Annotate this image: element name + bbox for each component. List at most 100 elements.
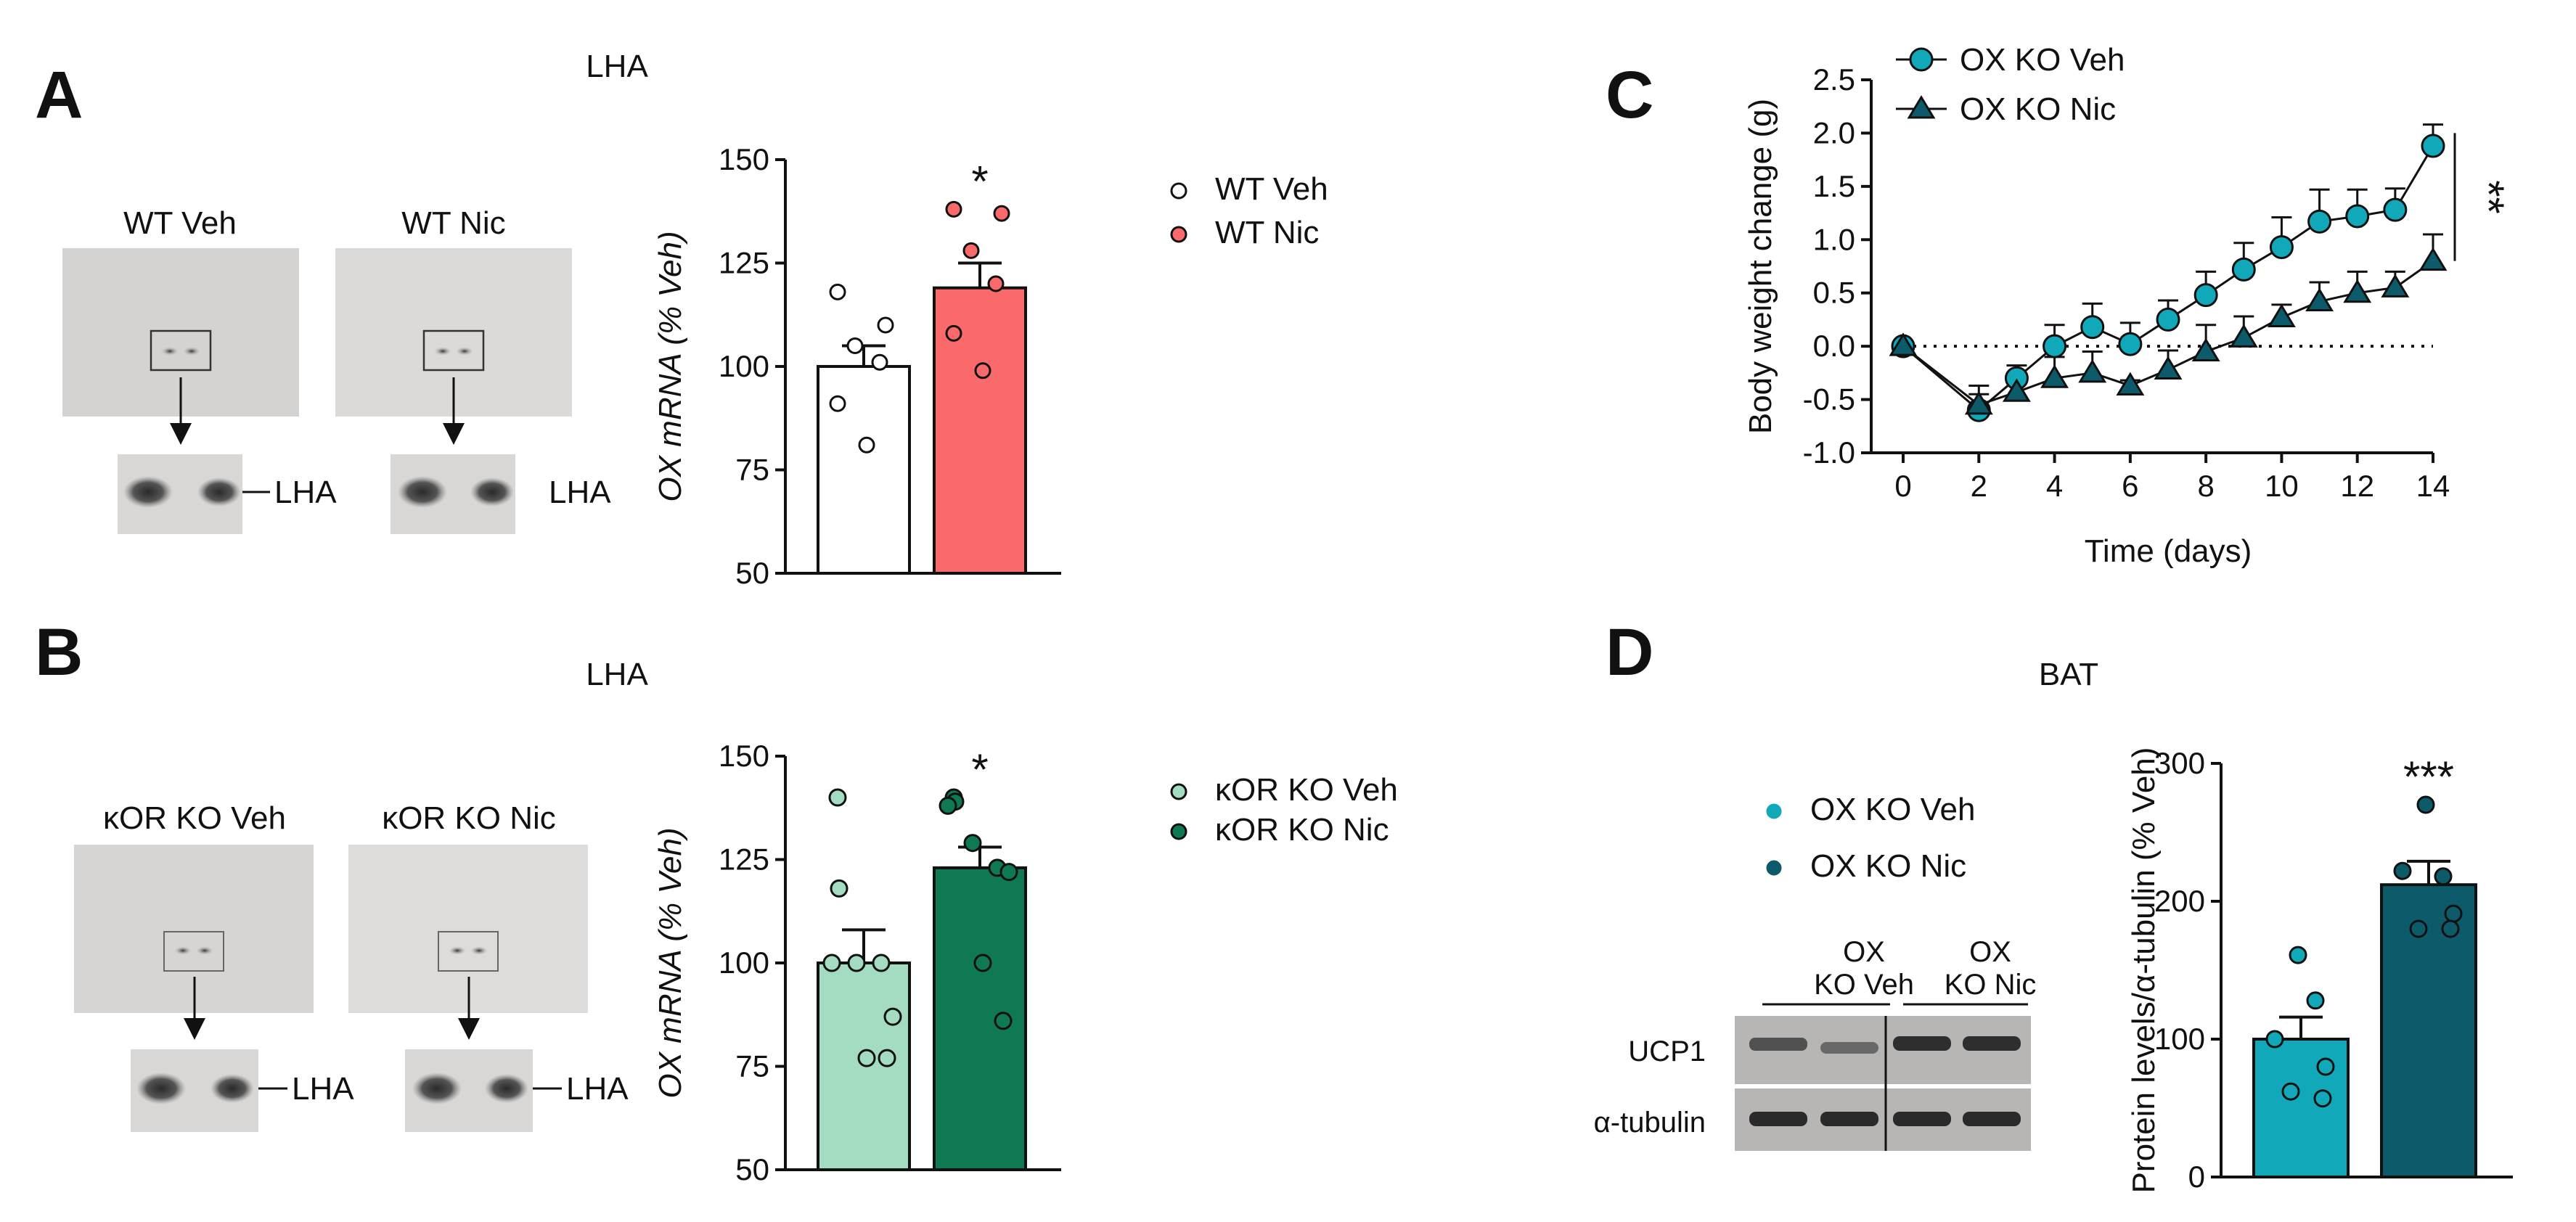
chart-b-point: [939, 796, 957, 815]
chart-b-point: [999, 863, 1018, 882]
chart-c-point-nic: [1964, 390, 1993, 415]
chart-c-point-nic: [1889, 332, 1918, 356]
chart-c-point-veh: [2383, 197, 2408, 222]
chart-b-point: [828, 788, 847, 807]
chart-c-xtick-label: 2: [1971, 469, 1987, 503]
chart-a-ytick-label: 50: [735, 556, 769, 590]
chart-c-point-nic: [2154, 356, 2183, 380]
chart-c-point-veh: [2345, 204, 2370, 229]
chart-a-legend-label: WT Veh: [1215, 171, 1328, 207]
chart-a-point: [962, 242, 980, 259]
chart-a-point: [877, 316, 894, 334]
chart-c-ytick-label: -1.0: [1803, 435, 1855, 469]
chart-a-ytick-label: 125: [719, 246, 769, 280]
chart-c-xtick-label: 12: [2340, 469, 2374, 503]
chart-a-ytick-label: 75: [735, 453, 769, 487]
chart-b-point: [872, 954, 891, 972]
chart-b-ytick-label: 100: [719, 946, 769, 980]
chart-c: -1.0 -0.5 0.0 0.5 1.0 1.5 2.0 2.5 0 2 4 6 8 10 12 14 Bod…: [1743, 42, 2513, 569]
chart-a-legend-label: WT Nic: [1215, 215, 1319, 250]
chart-b-point: [822, 954, 841, 972]
chart-c-point-nic: [2078, 358, 2107, 383]
chart-a-legend-marker: [1170, 226, 1187, 243]
chart-b-ytick-label: 150: [719, 739, 769, 773]
panel-a-img-left-label: WT Veh: [123, 205, 237, 241]
chart-a-point: [858, 436, 875, 454]
chart-c-point-veh: [2193, 283, 2218, 308]
chart-d-ytick-label: 200: [2154, 884, 2205, 918]
chart-c-point-veh: [2421, 134, 2445, 158]
chart-d-ytick-label: 0: [2188, 1160, 2205, 1194]
blot-row-ucp1: UCP1: [1628, 1036, 1706, 1067]
chart-c-point-nic: [2040, 364, 2069, 388]
chart-a-point: [846, 337, 864, 354]
chart-a-ytick-label: 150: [719, 142, 769, 176]
chart-c-xtick-label: 4: [2046, 469, 2063, 503]
chart-a-point: [829, 283, 846, 300]
panel-a-lha-right: LHA: [549, 475, 611, 510]
chart-d-ytick-label: 300: [2154, 746, 2205, 780]
chart-a-legend-marker: [1170, 182, 1187, 200]
chart-d-ylabel: Protein levels/α-tubulin (% Veh): [2126, 747, 2162, 1194]
blot-group-left-line2: KO Veh: [1814, 969, 1914, 1001]
chart-b-ytick-label: 125: [719, 842, 769, 877]
chart-d-point: [2416, 795, 2435, 814]
chart-d-ytick-label: 100: [2154, 1022, 2205, 1056]
chart-b: 50 75 100 125 150 OX mRNA (% Veh) * κOR KO Veh κ…: [653, 739, 1398, 1186]
chart-b-point: [994, 1012, 1013, 1030]
panel-d-region-title: BAT: [2039, 657, 2098, 692]
chart-d-point: [2306, 991, 2325, 1010]
chart-c-xtick-label: 8: [2197, 469, 2214, 503]
panel-a-micrographs: WT Veh WT Nic LHA LHA: [62, 205, 611, 534]
chart-c-point-nic: [2002, 378, 2031, 402]
panel-d-label: D: [1606, 615, 1653, 689]
chart-c-point-veh: [2080, 315, 2105, 340]
chart-c-legend-marker: [1907, 95, 1936, 119]
chart-a-point: [974, 362, 991, 380]
chart-c-point-nic: [2343, 279, 2372, 303]
chart-d-point: [2441, 919, 2460, 938]
chart-c-point-nic: [2191, 337, 2220, 361]
chart-b-bar-2: [933, 866, 1027, 1172]
chart-d-point: [2313, 1089, 2332, 1108]
chart-d-bar-1: [2252, 1038, 2350, 1178]
chart-c-legend-label: OX KO Nic: [1960, 91, 2116, 127]
chart-c-legend-marker: [1909, 47, 1934, 72]
chart-b-point: [883, 1007, 902, 1026]
chart-c-ytick-label: 1.0: [1813, 222, 1855, 256]
panel-b-micrographs: κOR KO Veh κOR KO Nic LHA LHA: [74, 800, 629, 1132]
chart-c-xtick-label: 14: [2416, 469, 2450, 503]
panel-b-label: B: [35, 615, 83, 689]
chart-c-ylabel: Body weight change (g): [1743, 99, 1778, 434]
blot-group-left-line1: OX: [1843, 936, 1885, 968]
chart-b-ytick-label: 75: [735, 1049, 769, 1083]
panel-a-region-title: LHA: [586, 49, 648, 84]
panel-d-western-blot: OX KO Veh OX KO Nic UCP1 α-tubulin: [1594, 936, 2036, 1151]
chart-c-point-veh: [2156, 307, 2180, 332]
chart-c-ytick-label: 2.5: [1813, 62, 1855, 97]
chart-c-xlabel: Time (days): [2085, 533, 2252, 569]
chart-a-significance: *: [971, 157, 988, 205]
chart-b-point: [878, 1049, 896, 1067]
panel-a-label: A: [35, 58, 83, 132]
chart-d-point: [2393, 861, 2412, 880]
chart-c-xtick-label: 0: [1894, 469, 1911, 503]
chart-b-ylabel: OX mRNA (% Veh): [653, 827, 688, 1098]
chart-c-ytick-label: 1.5: [1813, 169, 1855, 203]
chart-d-legend-marker: [1766, 860, 1782, 876]
chart-b-legend-marker: [1170, 823, 1187, 840]
chart-b-ytick-label: 50: [735, 1152, 769, 1186]
panel-a-img-right-label: WT Nic: [401, 205, 505, 241]
chart-d-bar-2: [2380, 883, 2477, 1178]
chart-d-point: [2281, 1082, 2300, 1101]
chart-d-point: [2289, 946, 2307, 964]
chart-c-ytick-label: -0.5: [1803, 382, 1855, 417]
panel-b-img-right-label: κOR KO Nic: [382, 800, 556, 836]
chart-c-point-veh: [2118, 332, 2143, 356]
chart-d-significance: ***: [2403, 753, 2454, 801]
chart-b-point: [973, 954, 992, 972]
chart-b-legend-label: κOR KO Nic: [1215, 812, 1389, 848]
chart-c-series-line-2: [1902, 260, 2434, 406]
panel-b-lha-left: LHA: [292, 1071, 354, 1107]
